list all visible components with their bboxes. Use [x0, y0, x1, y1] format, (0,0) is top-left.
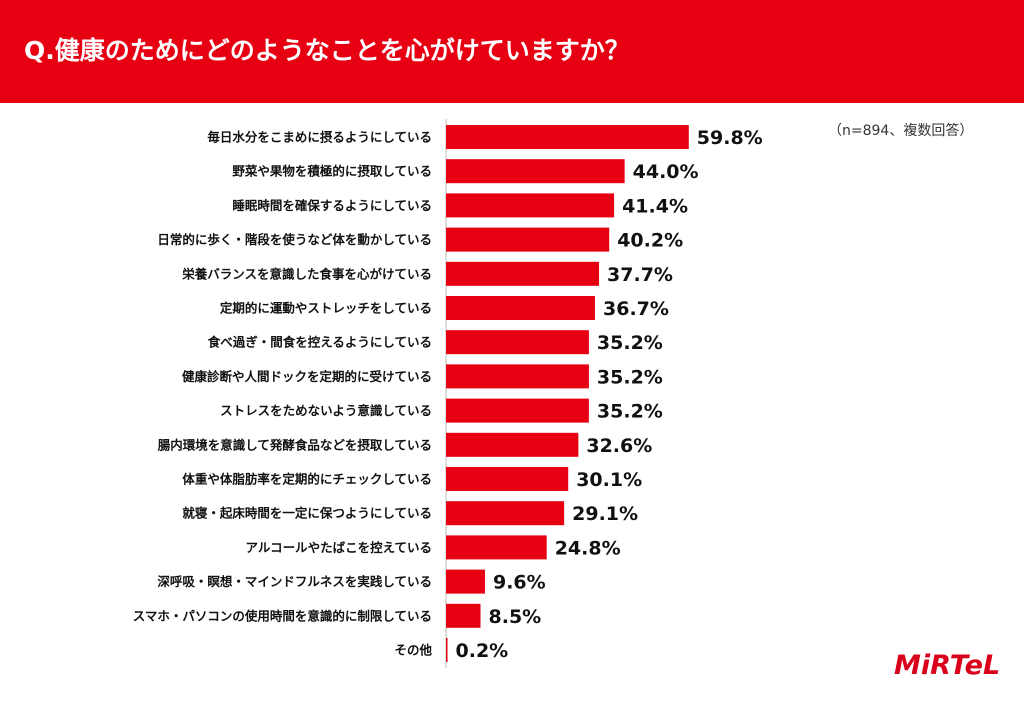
- category-label: 体重や体脂肪率を定期的にチェックしている: [182, 472, 432, 487]
- category-label: 野菜や果物を積極的に摂取している: [232, 164, 432, 179]
- page-title: Q.健康のためにどのようなことを心がけていますか？: [24, 36, 630, 65]
- bar: [446, 364, 589, 389]
- bar: [446, 638, 448, 662]
- category-label: 深呼吸・瞑想・マインドフルネスを実践している: [157, 574, 432, 589]
- value-label: 30.1%: [576, 469, 642, 491]
- value-label: 40.2%: [617, 230, 683, 252]
- bar: [446, 125, 689, 149]
- value-label: 41.4%: [622, 195, 688, 217]
- category-label: 健康診断や人間ドックを定期的に受けている: [182, 369, 432, 384]
- sample-note: （n=894、複数回答）: [828, 123, 974, 139]
- category-label: 就寝・起床時間を一定に保つようにしている: [182, 506, 432, 521]
- value-label: 35.2%: [597, 332, 663, 354]
- category-label: スマホ・パソコンの使用時間を意識的に制限している: [133, 608, 432, 623]
- value-label: 36.7%: [603, 298, 669, 320]
- bar-chart: 毎日水分をこまめに摂るようにしている 59.8% 野菜や果物を積極的に摂取している 4…: [133, 119, 763, 668]
- category-label: ストレスをためないよう意識している: [220, 403, 432, 418]
- value-label: 32.6%: [586, 435, 652, 457]
- category-label: 日常的に歩く・階段を使うなど体を動かしている: [157, 232, 432, 247]
- bar: [446, 432, 579, 457]
- category-label: 食べ過ぎ・間食を控えるようにしている: [207, 335, 432, 350]
- category-label: 睡眠時間を確保するようにしている: [232, 198, 432, 213]
- value-label: 35.2%: [597, 366, 663, 388]
- brand-logo: MiRTeL: [894, 650, 1001, 681]
- bar: [446, 330, 589, 355]
- header-banner: Q.健康のためにどのようなことを心がけていますか？: [0, 0, 1024, 103]
- category-label: 毎日水分をこまめに摂るようにしている: [207, 130, 432, 145]
- bar: [446, 467, 569, 491]
- value-label: 0.2%: [456, 640, 509, 662]
- value-label: 59.8%: [697, 127, 763, 149]
- bar: [446, 569, 485, 594]
- bar: [446, 535, 547, 560]
- value-label: 29.1%: [572, 503, 638, 525]
- bar: [446, 193, 615, 218]
- category-label: アルコールやたばこを控えている: [245, 540, 432, 555]
- category-label: 定期的に運動やストレッチをしている: [219, 301, 432, 316]
- bar: [446, 159, 625, 184]
- value-label: 37.7%: [607, 264, 673, 286]
- category-label: 腸内環境を意識して発酵食品などを摂取している: [158, 437, 432, 452]
- value-label: 24.8%: [555, 537, 621, 559]
- value-label: 9.6%: [493, 572, 546, 594]
- value-label: 44.0%: [633, 161, 699, 183]
- value-label: 35.2%: [597, 401, 663, 423]
- bar: [446, 261, 600, 286]
- bar: [446, 501, 565, 526]
- bar: [446, 296, 596, 320]
- value-label: 8.5%: [489, 606, 542, 628]
- bar: [446, 398, 589, 423]
- category-label: 栄養バランスを意識した食事を心がけている: [181, 266, 432, 281]
- bar: [446, 227, 610, 252]
- category-label: その他: [394, 643, 432, 658]
- bar: [446, 603, 481, 628]
